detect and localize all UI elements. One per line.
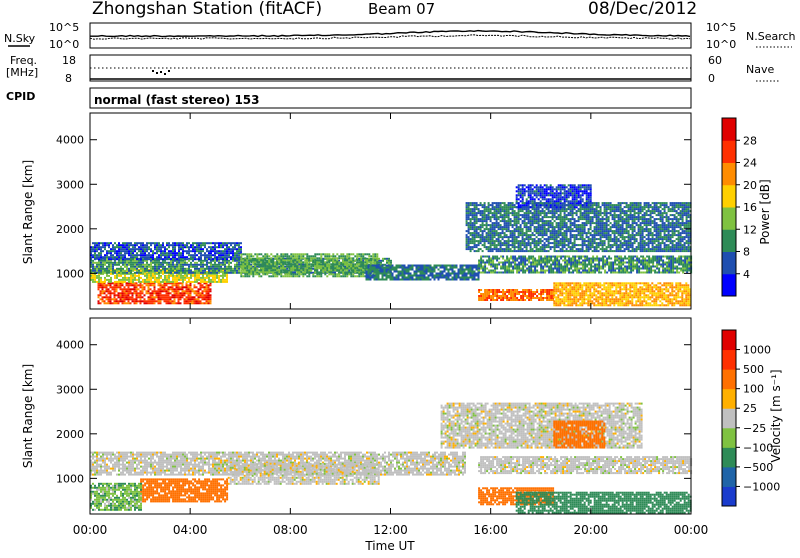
power-colorbar-tick-1: 8 xyxy=(743,246,750,259)
velocity-colorbar-swatch-6 xyxy=(722,369,736,389)
velocity-panel: 1000 2000 3000 4000 Slant Range [km] 1000 50… xyxy=(21,318,783,514)
power-region-0 xyxy=(98,282,212,304)
velocity-ytick-3: 4000 xyxy=(56,339,84,352)
velocity-colorbar-swatch-5 xyxy=(722,389,736,409)
cpid-label: CPID xyxy=(6,90,35,103)
velocity-colorbar-swatch-3 xyxy=(722,428,736,448)
velocity-colorbar-swatch-0 xyxy=(722,486,736,506)
power-colorbar-swatch-4 xyxy=(722,185,736,208)
power-colorbar-swatch-3 xyxy=(722,207,736,230)
power-ytick-0: 1000 xyxy=(56,267,84,280)
power-region-7 xyxy=(478,289,554,301)
velocity-region-8 xyxy=(553,421,605,449)
velocity-colorbar-tick-2: 100 xyxy=(743,383,764,396)
power-colorbar-tick-3: 16 xyxy=(743,201,757,214)
velocity-colorbar-tick-3: 25 xyxy=(743,402,757,415)
noise-search-label: N.Search xyxy=(746,30,796,43)
power-colorbar-label: Power [dB] xyxy=(758,179,772,244)
freq-tick-top: 18 xyxy=(62,54,76,67)
station-title: Zhongshan Station (fitACF) xyxy=(92,0,322,19)
velocity-ytick-2: 3000 xyxy=(56,383,84,396)
velocity-colorbar-tick-1: 500 xyxy=(743,363,764,376)
power-colorbar-tick-0: 4 xyxy=(743,268,750,281)
x-tick-1: 04:00 xyxy=(173,523,208,537)
velocity-colorbar-tick-4: −25 xyxy=(743,422,766,435)
velocity-region-0 xyxy=(140,478,228,502)
noise-sky-series xyxy=(90,31,690,37)
power-colorbar-swatch-6 xyxy=(722,140,736,163)
nave-label: Nave xyxy=(746,63,774,76)
power-colorbar-swatch-2 xyxy=(722,229,736,252)
power-region-6 xyxy=(478,256,692,274)
power-colorbar-swatch-5 xyxy=(722,163,736,186)
velocity-colorbar-swatch-7 xyxy=(722,350,736,370)
velocity-colorbar-tick-0: 1000 xyxy=(743,344,771,357)
cpid-panel: CPID normal (fast stereo) 153 xyxy=(6,88,691,108)
velocity-ytick-1: 2000 xyxy=(56,428,84,441)
power-colorbar-swatch-0 xyxy=(722,274,736,297)
power-heatmap-cells xyxy=(90,184,692,306)
velocity-colorbar-swatch-1 xyxy=(722,467,736,487)
noise-left-tick-top: 10^5 xyxy=(49,21,79,34)
velocity-region-1 xyxy=(90,483,142,511)
power-panel: 1000 2000 3000 4000 Slant Range [km] 4 8 12 16… xyxy=(21,113,772,309)
x-tick-4: 16:00 xyxy=(473,523,508,537)
velocity-region-7 xyxy=(441,403,643,449)
power-region-3 xyxy=(90,242,242,260)
date-title: 08/Dec/2012 xyxy=(588,0,697,19)
nave-tick-top: 60 xyxy=(708,54,722,67)
freq-panel: Freq. [MHz] 18 8 60 0 Nave xyxy=(6,54,780,85)
noise-sky-label: N.Sky xyxy=(4,32,36,45)
power-colorbar-swatch-7 xyxy=(722,118,736,141)
cpid-text: normal (fast stereo) 153 xyxy=(94,93,260,107)
power-ytick-2: 3000 xyxy=(56,178,84,191)
power-region-9 xyxy=(466,202,692,252)
power-ytick-3: 4000 xyxy=(56,134,84,147)
velocity-region-4 xyxy=(478,456,692,474)
power-region-8 xyxy=(553,282,691,306)
velocity-ylabel: Slant Range [km] xyxy=(21,364,35,468)
velocity-colorbar-label: Velocity [m s⁻¹] xyxy=(769,369,783,462)
noise-panel: N.Sky 10^5 10^0 10^5 10^0 N.Search xyxy=(4,21,796,51)
freq-label-2: [MHz] xyxy=(6,66,38,79)
beam-title: Beam 07 xyxy=(368,0,435,18)
power-region-5 xyxy=(366,265,480,281)
velocity-colorbar-swatch-4 xyxy=(722,408,736,428)
power-colorbar-tick-2: 12 xyxy=(743,223,757,236)
x-tick-5: 20:00 xyxy=(574,523,609,537)
velocity-heatmap-cells xyxy=(90,403,692,514)
x-tick-0: 00:00 xyxy=(73,523,108,537)
noise-right-tick-bottom: 10^0 xyxy=(706,38,736,51)
nave-tick-bottom: 0 xyxy=(708,72,715,85)
noise-left-tick-bottom: 10^0 xyxy=(49,38,79,51)
velocity-ytick-0: 1000 xyxy=(56,472,84,485)
power-colorbar: 4 8 12 16 20 24 28 xyxy=(722,118,757,297)
power-colorbar-swatch-1 xyxy=(722,252,736,275)
x-tick-2: 08:00 xyxy=(273,523,308,537)
power-ytick-1: 2000 xyxy=(56,223,84,236)
velocity-colorbar-swatch-2 xyxy=(722,447,736,467)
velocity-colorbar-tick-7: −1000 xyxy=(743,480,780,493)
x-axis-label: Time UT xyxy=(364,539,415,553)
power-region-10 xyxy=(516,184,592,208)
power-colorbar-tick-5: 24 xyxy=(743,157,757,170)
power-colorbar-tick-6: 28 xyxy=(743,134,757,147)
freq-tick-bottom: 8 xyxy=(65,72,72,85)
x-tick-3: 12:00 xyxy=(373,523,408,537)
x-tick-6: 00:00 xyxy=(674,523,709,537)
freq-blip xyxy=(152,70,170,75)
power-colorbar-tick-4: 20 xyxy=(743,179,757,192)
noise-right-tick-top: 10^5 xyxy=(706,21,736,34)
power-ylabel: Slant Range [km] xyxy=(21,160,35,264)
velocity-colorbar-swatch-8 xyxy=(722,330,736,350)
